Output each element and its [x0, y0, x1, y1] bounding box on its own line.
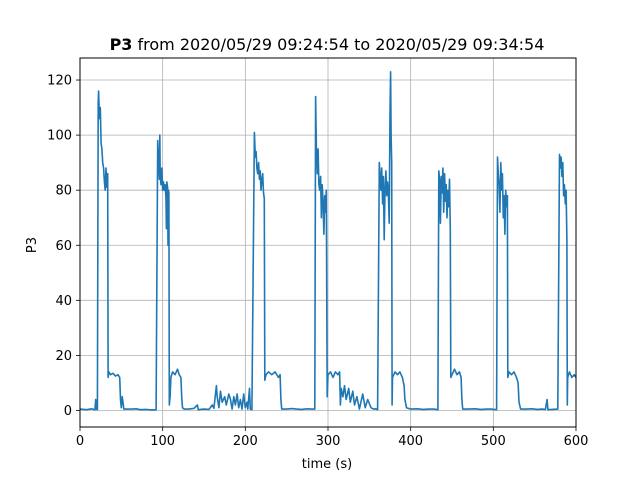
series-layer: [79, 71, 577, 411]
y-tick-label: 60: [55, 239, 72, 254]
y-tick-label: 20: [55, 349, 72, 364]
y-tick-label: 80: [55, 184, 72, 199]
chart-title: P3 from 2020/05/29 09:24:54 to 2020/05/2…: [110, 35, 545, 54]
x-tick-label: 300: [316, 434, 341, 449]
chart-title-bold: P3: [110, 35, 133, 54]
y-tick-label: 40: [55, 294, 72, 309]
chart-title-rest: from 2020/05/29 09:24:54 to 2020/05/29 0…: [132, 35, 544, 54]
x-tick-label: 100: [150, 434, 175, 449]
y-axis-label: P3: [25, 237, 40, 253]
x-tick-label: 600: [564, 434, 589, 449]
y-tick-label: 100: [47, 129, 72, 144]
y-tick-label: 120: [47, 74, 72, 89]
x-tick-label: 400: [398, 434, 423, 449]
y-tick-label: 0: [64, 404, 72, 419]
series-line: [79, 71, 577, 411]
tick-layer: 0 100 200 300 400 500 600 0 20 40 60 80 100 120: [47, 74, 588, 449]
x-tick-label: 0: [76, 434, 84, 449]
x-axis-label: time (s): [302, 457, 352, 472]
grid: [79, 58, 577, 427]
x-tick-label: 500: [481, 434, 506, 449]
x-tick-label: 200: [233, 434, 258, 449]
